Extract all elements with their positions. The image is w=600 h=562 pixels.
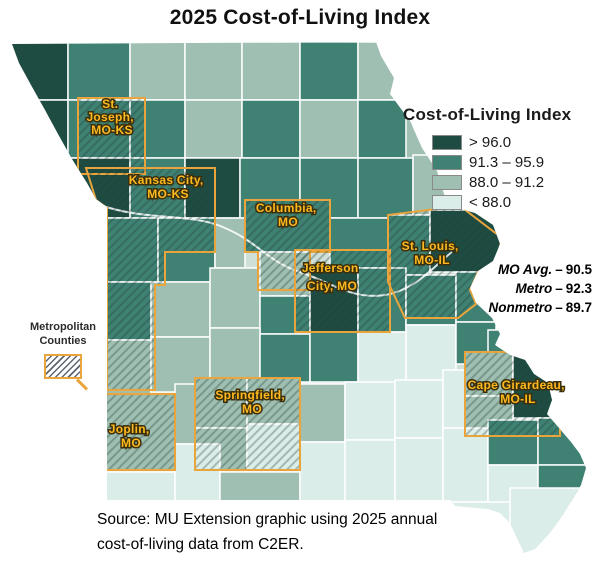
- county-cell: [209, 267, 261, 329]
- county-cell: [299, 441, 346, 503]
- county-cell: [184, 99, 243, 159]
- county-cell: [344, 381, 396, 441]
- county-cell: [12, 42, 69, 101]
- stat-value: 89.7: [565, 300, 592, 315]
- metro-region-st-louis: [387, 204, 504, 319]
- metro-hatch-key: [44, 354, 89, 391]
- metro-region-jefferson-city: [294, 249, 391, 333]
- metro-label-cape-girardeau: Cape Girardeau, MO-IL: [468, 378, 569, 406]
- stat-value: 90.5: [565, 262, 592, 277]
- county-cell: [299, 99, 359, 159]
- source-line1: Source: MU Extension graphic using 2025 …: [97, 511, 438, 528]
- stat-row-metro: Metro –92.3: [488, 279, 592, 298]
- legend-swatch-light: [432, 174, 462, 190]
- stat-dash: –: [555, 281, 563, 296]
- county-cell: [442, 427, 489, 503]
- source-note: Source: MU Extension graphic using 2025 …: [97, 507, 437, 557]
- county-cell: [95, 471, 176, 503]
- legend-item: < 88.0: [432, 192, 598, 212]
- county-cell: [129, 42, 186, 101]
- stat-label: MO Avg.: [497, 262, 553, 277]
- county-cell: [299, 42, 359, 101]
- county-cell: [209, 327, 261, 383]
- county-cell: [184, 42, 243, 101]
- legend-swatch-dark: [432, 134, 462, 150]
- metro-label-springfield: Springfield, MO: [215, 388, 288, 416]
- legend-label: < 88.0: [469, 193, 512, 211]
- county-cell: [12, 99, 69, 159]
- county-cell: [309, 331, 359, 383]
- stat-dash: –: [555, 300, 563, 315]
- stat-value: 92.3: [565, 281, 592, 296]
- legend-swatch-pale: [432, 194, 462, 210]
- metro-label-joplin: Joplin, MO: [109, 422, 153, 450]
- source-line2: cost-of-living data from C2ER.: [97, 536, 304, 553]
- county-cell: [509, 487, 586, 553]
- stat-dash: –: [555, 262, 563, 277]
- county-cell: [259, 333, 311, 383]
- county-cell: [357, 331, 407, 385]
- metro-label-columbia: Columbia, MO: [256, 201, 320, 229]
- metro-note-line1: Metropolitan: [30, 321, 96, 333]
- metro-labels: St. Joseph, MO-KS Kansas City, MO-KS Col…: [85, 96, 569, 452]
- stat-label: Nonmetro: [488, 300, 553, 315]
- summary-stats: MO Avg. –90.5 Metro –92.3 Nonmetro –89.7: [488, 260, 592, 317]
- metro-label-jefferson-city: Jefferson City, MO: [302, 261, 362, 293]
- metro-label-st-joseph: St. Joseph, MO-KS: [86, 97, 137, 137]
- legend-label: 88.0 – 91.2: [469, 173, 545, 191]
- legend-item: 88.0 – 91.2: [432, 172, 598, 192]
- legend-title: Cost-of-Living Index: [403, 105, 572, 124]
- county-cell: [299, 383, 346, 443]
- legend-label: 91.3 – 95.9: [469, 153, 545, 171]
- county-cell: [241, 99, 301, 159]
- county-cell: [394, 379, 444, 439]
- legend-items: > 96.0 91.3 – 95.9 88.0 – 91.2 < 88.0: [432, 132, 598, 212]
- metro-counties-note: Metropolitan Counties: [18, 320, 108, 391]
- county-cell: [241, 42, 301, 101]
- metro-note-line2: Counties: [39, 335, 87, 347]
- legend-swatch-medium: [432, 154, 462, 170]
- county-cell: [394, 437, 444, 503]
- county-cell: [357, 42, 419, 101]
- metro-region-springfield: [194, 377, 301, 471]
- county-cell: [150, 336, 211, 393]
- legend-item: 91.3 – 95.9: [432, 152, 598, 172]
- legend-item: > 96.0: [432, 132, 598, 152]
- metro-label-kansas-city: Kansas City, MO-KS: [129, 173, 207, 201]
- metro-hatch-swatch: [44, 354, 82, 379]
- county-cell: [344, 439, 396, 503]
- county-cell: [357, 157, 414, 219]
- legend-label: > 96.0: [469, 133, 512, 151]
- stat-label: Metro: [515, 281, 553, 296]
- county-cell: [150, 281, 211, 338]
- county-cell: [219, 471, 301, 503]
- county-cell: [67, 42, 131, 101]
- legend: Cost-of-Living Index > 96.0 91.3 – 95.9 …: [403, 105, 598, 212]
- stat-row-mo-avg: MO Avg. –90.5: [488, 260, 592, 279]
- metro-label-st-louis: St. Louis, MO-IL: [402, 239, 463, 267]
- stat-row-nonmetro: Nonmetro –89.7: [488, 298, 592, 317]
- page-title: 2025 Cost-of-Living Index: [169, 6, 431, 29]
